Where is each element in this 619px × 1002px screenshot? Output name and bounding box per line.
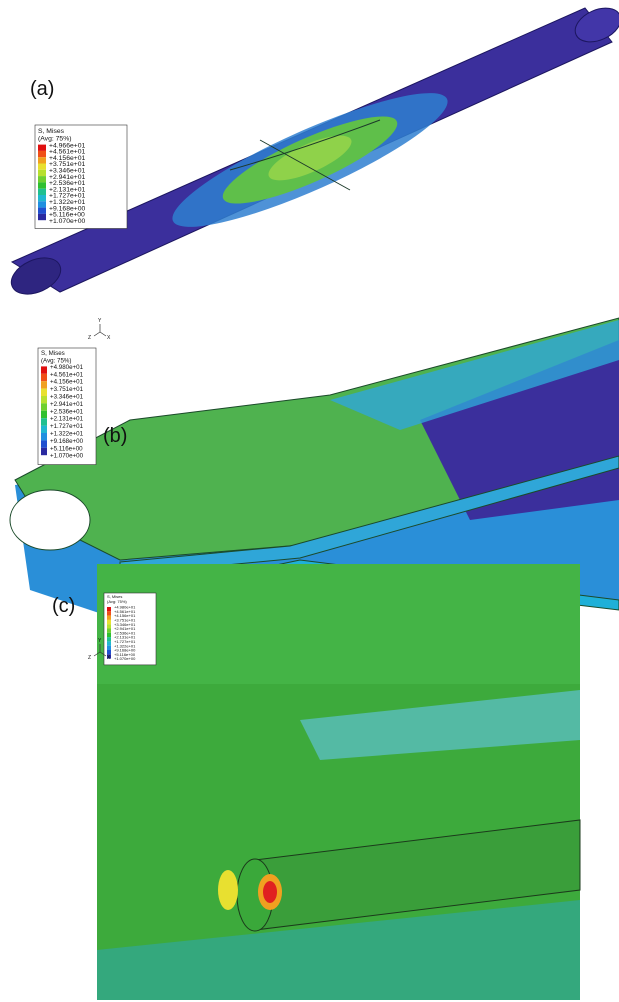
legend-swatch <box>107 611 111 615</box>
legend-entry: +3.346e+01 <box>50 393 84 400</box>
legend-swatch <box>41 374 47 381</box>
legend-swatch <box>107 641 111 645</box>
legend-swatch <box>38 214 46 220</box>
legend-swatch <box>41 433 47 440</box>
legend-swatch <box>38 208 46 214</box>
legend-swatch <box>38 182 46 188</box>
legend-swatch <box>41 418 47 425</box>
legend-swatch <box>107 629 111 633</box>
legend-entry: +2.131e+01 <box>50 416 84 423</box>
legend-entry: +1.322e+01 <box>50 430 84 437</box>
legend-entry: +4.561e+01 <box>50 371 84 378</box>
legend-entry: +2.536e+01 <box>50 408 84 415</box>
legend-swatch <box>41 426 47 433</box>
legend-title: S, Mises <box>38 128 65 135</box>
legend-entry: +2.941e+01 <box>50 401 84 408</box>
panel-label: (a) <box>30 78 54 100</box>
axis-line <box>100 332 106 336</box>
legend-title: S, Mises <box>41 350 65 357</box>
legend-swatch <box>107 607 111 611</box>
legend-swatch <box>107 620 111 624</box>
legend-swatch <box>41 411 47 418</box>
legend-swatch <box>107 624 111 628</box>
legend-swatch <box>38 157 46 163</box>
legend-swatch <box>38 176 46 182</box>
legend-swatch <box>107 650 111 654</box>
legend-swatch <box>41 366 47 373</box>
legend-swatch <box>38 151 46 157</box>
legend-swatch <box>41 389 47 396</box>
legend-entry: +4.980e+01 <box>50 364 84 371</box>
legend-swatch <box>38 164 46 170</box>
panel-label: (c) <box>52 595 75 617</box>
legend-swatch <box>38 189 46 195</box>
legend-swatch <box>41 381 47 388</box>
legend-entry: +1.070e+00 <box>50 453 84 460</box>
axis-label: Y <box>98 318 102 324</box>
legend-entry: +1.070e+00 <box>114 656 136 661</box>
legend-swatch <box>41 448 47 455</box>
axis-label: Z <box>88 335 91 341</box>
figure: (a)S, Mises(Avg: 75%)+4.966e+01+4.561e+0… <box>0 0 619 1002</box>
legend-swatch <box>38 170 46 176</box>
legend-entry: +9.168e+00 <box>50 438 84 445</box>
legend-swatch <box>107 633 111 637</box>
legend-swatch <box>107 646 111 650</box>
legend-entry: +1.070e+00 <box>49 218 86 225</box>
legend-swatch <box>107 616 111 620</box>
panel-c-model <box>97 564 580 1000</box>
legend-swatch <box>107 637 111 641</box>
legend-entry: +4.156e+01 <box>50 379 84 386</box>
legend-swatch <box>38 145 46 151</box>
legend-entry: +5.116e+00 <box>50 445 83 452</box>
legend-swatch <box>38 195 46 201</box>
legend-subtitle: (Avg: 75%) <box>107 599 127 604</box>
legend-swatch <box>41 440 47 447</box>
legend-swatch <box>41 396 47 403</box>
axis-label: Z <box>88 655 91 661</box>
panel-label: (b) <box>103 425 127 447</box>
axis-label: X <box>107 335 111 341</box>
axis-line <box>94 332 100 336</box>
legend-entry: +3.751e+01 <box>50 386 84 393</box>
legend-swatch <box>38 201 46 207</box>
legend-swatch <box>41 403 47 410</box>
legend-entry: +1.727e+01 <box>50 423 84 430</box>
